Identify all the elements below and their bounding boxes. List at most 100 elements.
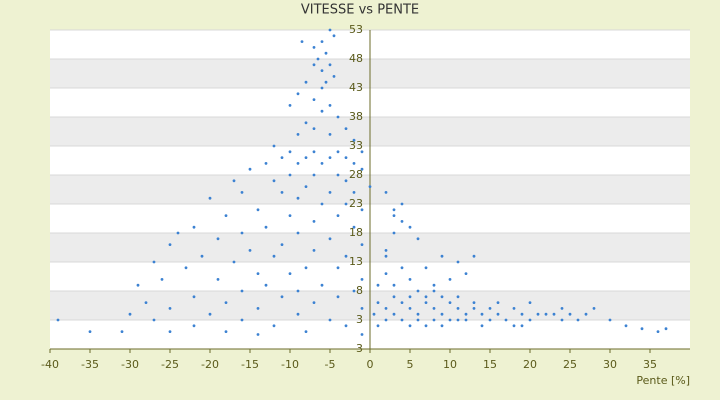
point — [528, 301, 532, 304]
point — [168, 330, 172, 333]
y-tick-label: 18 — [349, 226, 363, 239]
point — [264, 225, 268, 229]
point — [456, 318, 460, 322]
point — [312, 150, 316, 154]
point — [296, 196, 300, 200]
point — [608, 318, 612, 322]
y-tick-label: 8 — [356, 284, 363, 297]
point — [372, 312, 376, 316]
point — [280, 243, 284, 247]
point — [344, 324, 348, 328]
point — [296, 231, 300, 235]
point — [560, 318, 564, 322]
y-tick-label: 33 — [349, 139, 363, 152]
y-tick-label: 23 — [349, 197, 363, 210]
point — [496, 301, 500, 304]
point — [456, 307, 460, 310]
point — [544, 312, 548, 316]
point — [336, 173, 340, 177]
point — [528, 318, 532, 322]
point — [312, 220, 316, 223]
point — [56, 318, 60, 322]
point — [192, 225, 196, 229]
point — [332, 34, 336, 38]
point — [136, 283, 140, 287]
point — [224, 330, 228, 333]
point — [304, 156, 308, 160]
point — [392, 312, 396, 316]
x-tick-label: -25 — [161, 358, 179, 371]
point — [360, 208, 364, 212]
point — [256, 272, 260, 275]
x-tick-label: 15 — [483, 358, 497, 371]
x-tick-label: -5 — [325, 358, 336, 371]
point — [480, 324, 484, 328]
x-tick-label: 0 — [367, 358, 374, 371]
point — [120, 330, 124, 333]
x-tick-label: -35 — [81, 358, 99, 371]
y-tick-label: 13 — [349, 255, 363, 268]
point — [336, 295, 340, 299]
point — [232, 260, 236, 264]
point — [408, 324, 412, 328]
point — [432, 289, 436, 293]
point — [288, 272, 292, 275]
point — [168, 243, 172, 247]
point — [320, 109, 324, 113]
point — [320, 162, 324, 165]
x-axis-title: Pente [%] — [636, 374, 690, 387]
point — [320, 40, 324, 43]
point — [384, 191, 388, 194]
point — [272, 144, 276, 148]
x-tick-label: -30 — [121, 358, 139, 371]
point — [464, 312, 468, 316]
point — [296, 312, 300, 316]
point — [432, 318, 436, 322]
point — [328, 156, 332, 160]
point — [320, 86, 324, 90]
point — [288, 214, 292, 218]
point — [200, 254, 204, 258]
point — [296, 133, 300, 136]
point — [352, 138, 356, 142]
point — [592, 307, 596, 310]
x-tick-label: 20 — [523, 358, 537, 371]
point — [568, 312, 572, 316]
point — [400, 318, 404, 322]
point — [408, 225, 412, 229]
point — [160, 278, 164, 281]
point — [272, 254, 276, 258]
point — [224, 214, 228, 218]
point — [304, 330, 308, 333]
point — [384, 318, 388, 322]
point — [224, 301, 228, 304]
y-tick-label: 53 — [349, 23, 363, 36]
point — [496, 312, 500, 316]
point — [440, 312, 444, 316]
point — [312, 301, 316, 304]
point — [312, 98, 316, 101]
point — [168, 307, 172, 310]
point — [176, 231, 180, 235]
point — [512, 307, 516, 310]
x-tick-label: 5 — [407, 358, 414, 371]
point — [280, 191, 284, 194]
point — [408, 307, 412, 310]
point — [408, 278, 412, 281]
y-tick-label: 43 — [349, 81, 363, 94]
point — [464, 318, 468, 322]
point — [312, 249, 316, 252]
point — [280, 295, 284, 299]
point — [304, 80, 308, 84]
point — [248, 249, 252, 252]
point — [408, 295, 412, 299]
point — [624, 324, 628, 328]
chart-title: VITESSE vs PENTE — [301, 3, 419, 18]
point — [272, 179, 276, 183]
point — [328, 237, 332, 241]
point — [328, 191, 332, 194]
point — [344, 127, 348, 130]
y-tick-label: 3 — [356, 313, 363, 326]
point — [384, 254, 388, 258]
point — [384, 249, 388, 252]
